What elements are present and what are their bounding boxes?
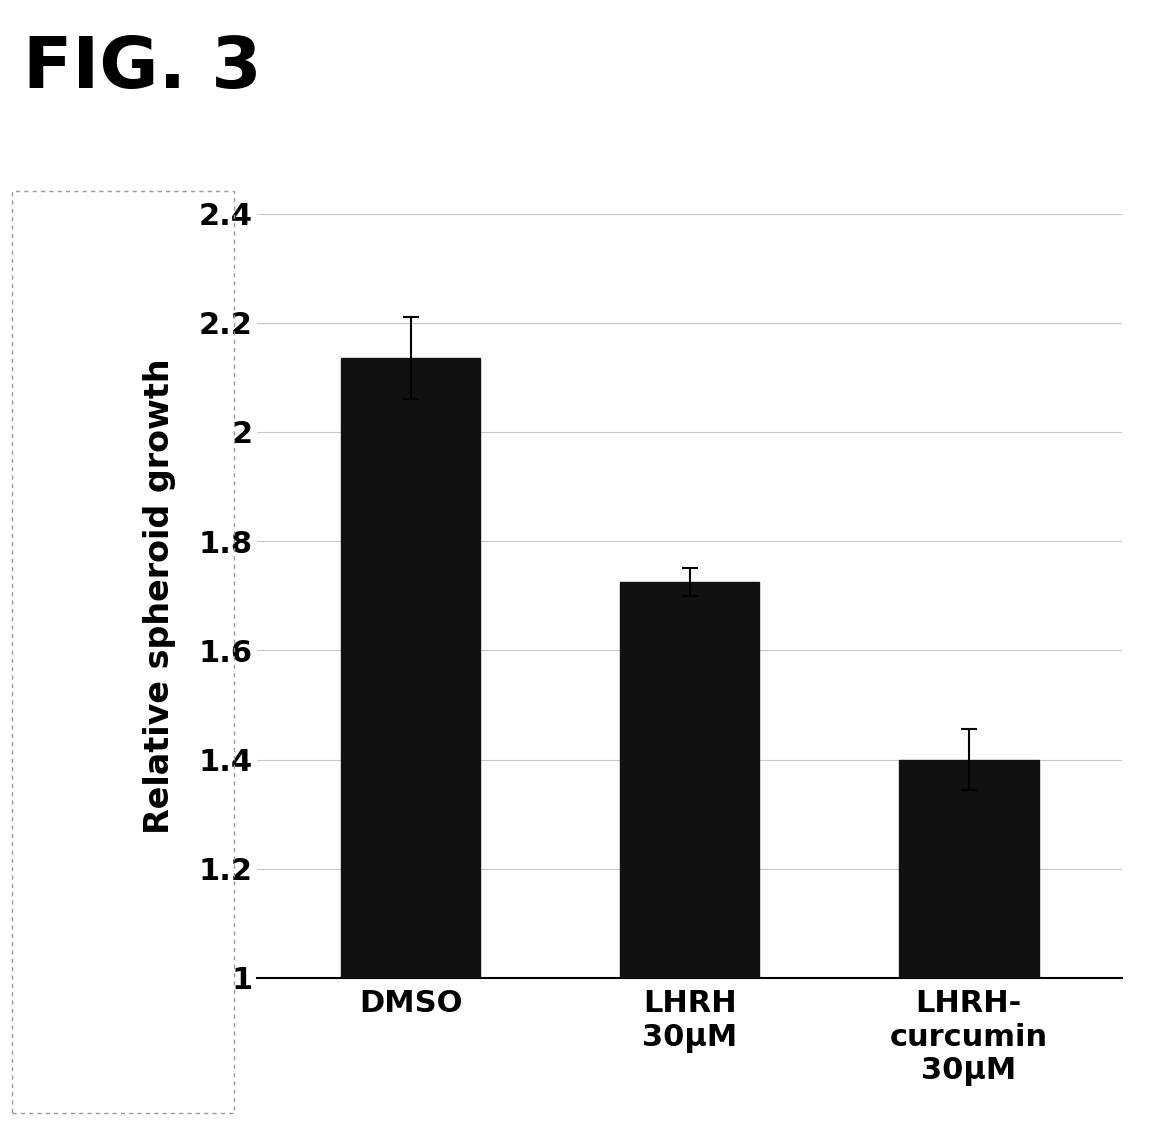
Bar bbox=[899, 760, 1038, 978]
Y-axis label: Relative spheroid growth: Relative spheroid growth bbox=[143, 357, 177, 834]
Bar bbox=[341, 359, 480, 978]
Bar bbox=[620, 582, 760, 978]
Text: FIG. 3: FIG. 3 bbox=[23, 34, 262, 102]
